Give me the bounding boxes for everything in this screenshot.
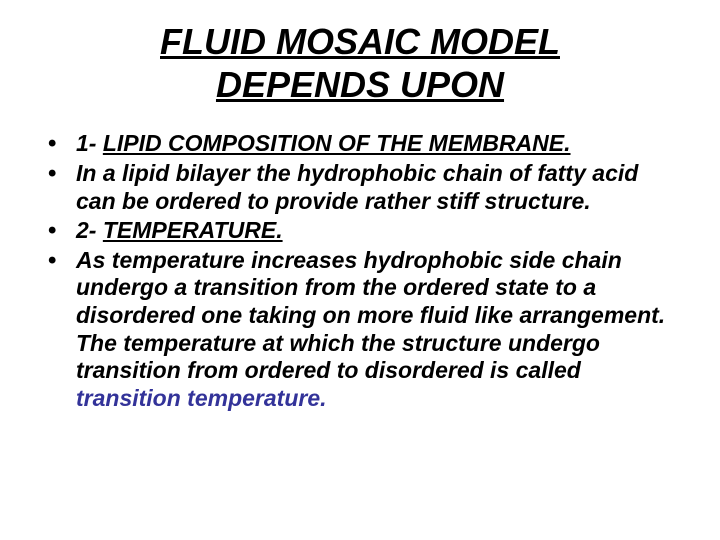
bullet-item-3: 2- TEMPERATURE. (48, 217, 680, 245)
bullet-underlined: TEMPERATURE. (103, 217, 283, 243)
bullet-prefix: 2- (76, 217, 103, 243)
title-line-1: FLUID MOSAIC MODEL (160, 21, 560, 62)
bullet-item-4: As temperature increases hydrophobic sid… (48, 247, 680, 413)
bullet-text: In a lipid bilayer the hydrophobic chain… (76, 160, 638, 214)
bullet-prefix: 1- (76, 130, 103, 156)
bullet-text: As temperature increases hydrophobic sid… (76, 247, 665, 383)
bullet-item-2: In a lipid bilayer the hydrophobic chain… (48, 160, 680, 215)
title-line-2: DEPENDS UPON (216, 64, 504, 105)
bullet-highlighted: transition temperature. (76, 385, 327, 411)
slide-title: FLUID MOSAIC MODEL DEPENDS UPON (40, 20, 680, 106)
bullet-item-1: 1- LIPID COMPOSITION OF THE MEMBRANE. (48, 130, 680, 158)
bullet-list: 1- LIPID COMPOSITION OF THE MEMBRANE. In… (40, 130, 680, 412)
bullet-underlined: LIPID COMPOSITION OF THE MEMBRANE. (103, 130, 571, 156)
